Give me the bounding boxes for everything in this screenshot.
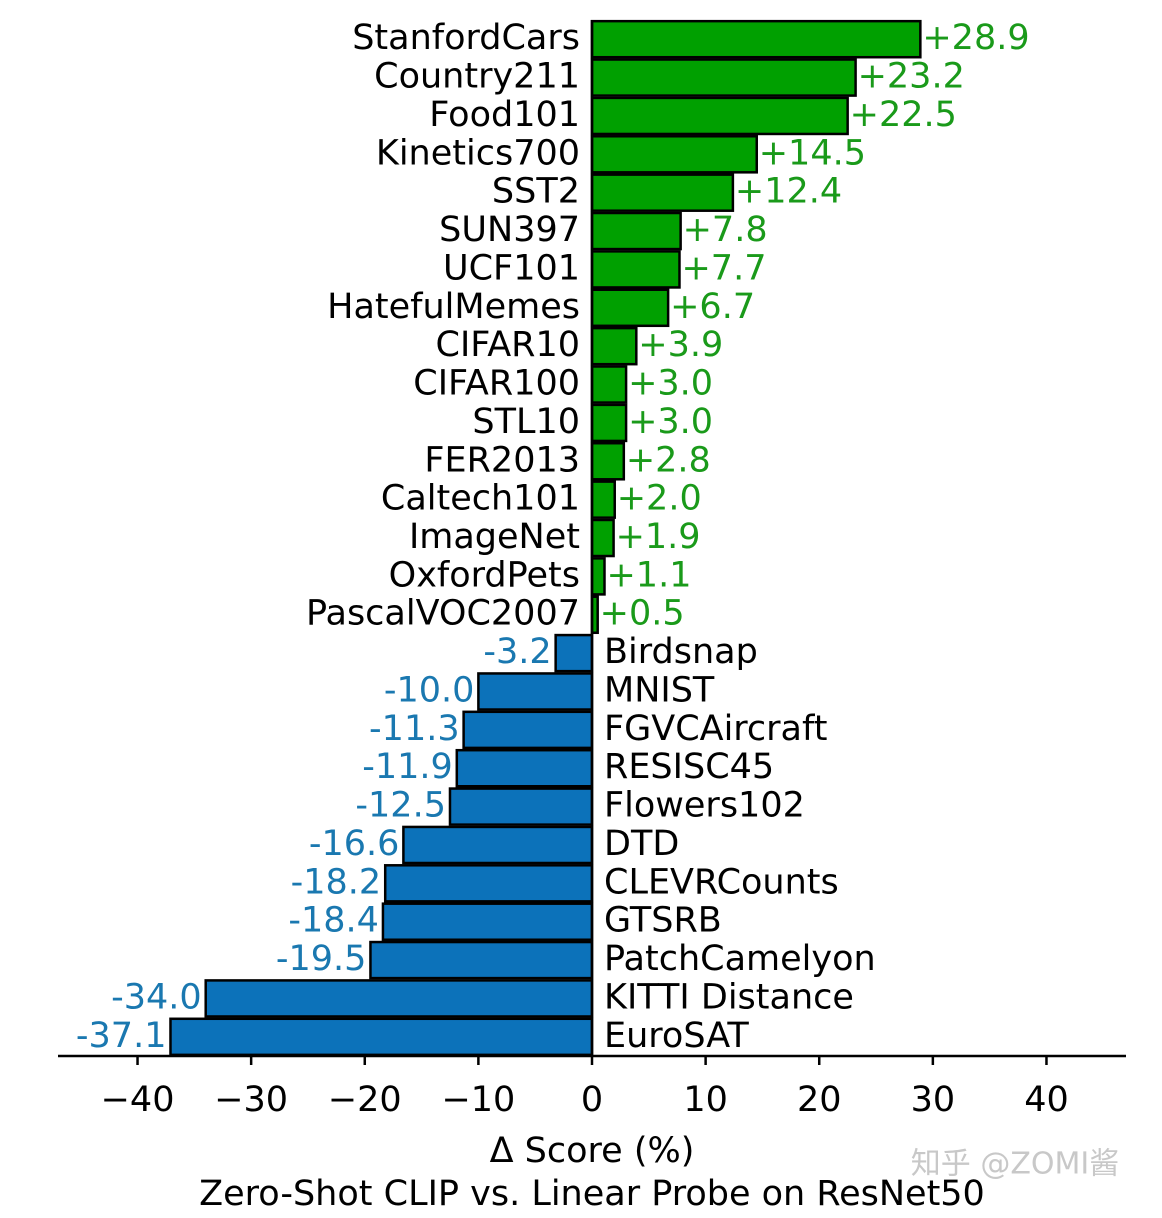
x-tick-label: 40 bbox=[1024, 1080, 1069, 1120]
value-label: -16.6 bbox=[309, 824, 400, 864]
value-label: +12.4 bbox=[735, 172, 842, 212]
value-label: +7.8 bbox=[683, 210, 768, 250]
category-label: SUN397 bbox=[439, 210, 580, 250]
value-label: +28.9 bbox=[922, 18, 1029, 58]
category-label: STL10 bbox=[472, 402, 580, 442]
value-label: +3.9 bbox=[638, 325, 723, 365]
value-label: -10.0 bbox=[384, 670, 475, 710]
category-label: Birdsnap bbox=[604, 632, 758, 672]
value-label: -19.5 bbox=[276, 939, 367, 979]
bar bbox=[590, 58, 857, 97]
value-label: +2.0 bbox=[617, 479, 702, 519]
category-label: Kinetics700 bbox=[376, 133, 580, 173]
value-label: -18.2 bbox=[291, 862, 382, 902]
bar bbox=[369, 940, 594, 980]
value-label: -11.3 bbox=[369, 709, 460, 749]
bar bbox=[383, 864, 594, 903]
category-label: DTD bbox=[604, 824, 679, 864]
x-tick-label: −20 bbox=[328, 1080, 402, 1120]
bar bbox=[590, 288, 670, 328]
bar bbox=[590, 365, 628, 404]
bar bbox=[462, 710, 594, 750]
category-label: EuroSAT bbox=[604, 1016, 749, 1056]
value-label: -34.0 bbox=[111, 977, 202, 1017]
category-label: CLEVRCounts bbox=[604, 862, 839, 902]
bar bbox=[590, 403, 628, 443]
bar bbox=[590, 518, 615, 558]
x-tick-label: 10 bbox=[683, 1080, 728, 1120]
category-label: ImageNet bbox=[409, 517, 580, 557]
value-label: -3.2 bbox=[483, 632, 551, 672]
category-label: MNIST bbox=[604, 670, 715, 710]
category-label: Country211 bbox=[374, 57, 580, 97]
value-label: +2.8 bbox=[626, 440, 711, 480]
category-label: PatchCamelyon bbox=[604, 939, 876, 979]
x-tick-label: 30 bbox=[911, 1080, 956, 1120]
bar bbox=[554, 633, 594, 673]
value-label: +3.0 bbox=[628, 402, 713, 442]
x-axis-label: Δ Score (%) bbox=[490, 1131, 695, 1171]
x-tick-label: 0 bbox=[581, 1080, 603, 1120]
x-tick-label: −40 bbox=[101, 1080, 175, 1120]
bar bbox=[448, 787, 594, 826]
category-label: UCF101 bbox=[443, 248, 580, 288]
category-label: GTSRB bbox=[604, 901, 722, 941]
value-label: +3.0 bbox=[628, 364, 713, 404]
bar bbox=[477, 672, 594, 711]
category-label: Food101 bbox=[429, 95, 580, 135]
bar bbox=[402, 825, 594, 865]
value-label: +22.5 bbox=[850, 95, 957, 135]
bar bbox=[590, 173, 735, 212]
category-label: StanfordCars bbox=[352, 18, 580, 58]
bar bbox=[590, 326, 638, 366]
category-label: PascalVOC2007 bbox=[306, 594, 580, 634]
value-label: -37.1 bbox=[76, 1016, 167, 1056]
x-tick-label: −30 bbox=[214, 1080, 288, 1120]
category-label: FGVCAircraft bbox=[604, 709, 827, 749]
bar bbox=[590, 211, 682, 251]
bar bbox=[381, 902, 594, 941]
x-tick-label: −10 bbox=[441, 1080, 515, 1120]
value-label: -11.9 bbox=[362, 747, 453, 787]
bar bbox=[590, 96, 849, 136]
value-label: +1.9 bbox=[616, 517, 701, 557]
value-label: +1.1 bbox=[606, 555, 691, 595]
category-label: SST2 bbox=[492, 172, 580, 212]
bar bbox=[590, 557, 606, 596]
category-label: CIFAR10 bbox=[436, 325, 580, 365]
value-label: +23.2 bbox=[858, 57, 965, 97]
value-label: +14.5 bbox=[759, 133, 866, 173]
x-tick-label: 20 bbox=[797, 1080, 842, 1120]
bar bbox=[590, 135, 758, 174]
bar bbox=[169, 1017, 594, 1057]
category-label: KITTI Distance bbox=[604, 977, 854, 1017]
category-label: HatefulMemes bbox=[327, 287, 580, 327]
category-label: FER2013 bbox=[424, 440, 580, 480]
category-label: RESISC45 bbox=[604, 747, 774, 787]
category-label: Flowers102 bbox=[604, 786, 805, 826]
value-label: +7.7 bbox=[681, 248, 766, 288]
value-label: -12.5 bbox=[355, 786, 446, 826]
bar bbox=[204, 979, 594, 1018]
value-label: -18.4 bbox=[288, 901, 379, 941]
bar bbox=[590, 441, 626, 481]
bar bbox=[455, 748, 594, 788]
value-label: +0.5 bbox=[600, 594, 685, 634]
category-label: OxfordPets bbox=[389, 555, 580, 595]
bar bbox=[590, 480, 616, 519]
chart-title: Zero-Shot CLIP vs. Linear Probe on ResNe… bbox=[199, 1174, 985, 1214]
category-label: Caltech101 bbox=[381, 479, 580, 519]
bar bbox=[590, 250, 681, 289]
value-label: +6.7 bbox=[670, 287, 755, 327]
bar bbox=[590, 19, 922, 59]
category-label: CIFAR100 bbox=[413, 364, 580, 404]
watermark: 知乎 @ZOMI酱 bbox=[911, 1147, 1119, 1182]
